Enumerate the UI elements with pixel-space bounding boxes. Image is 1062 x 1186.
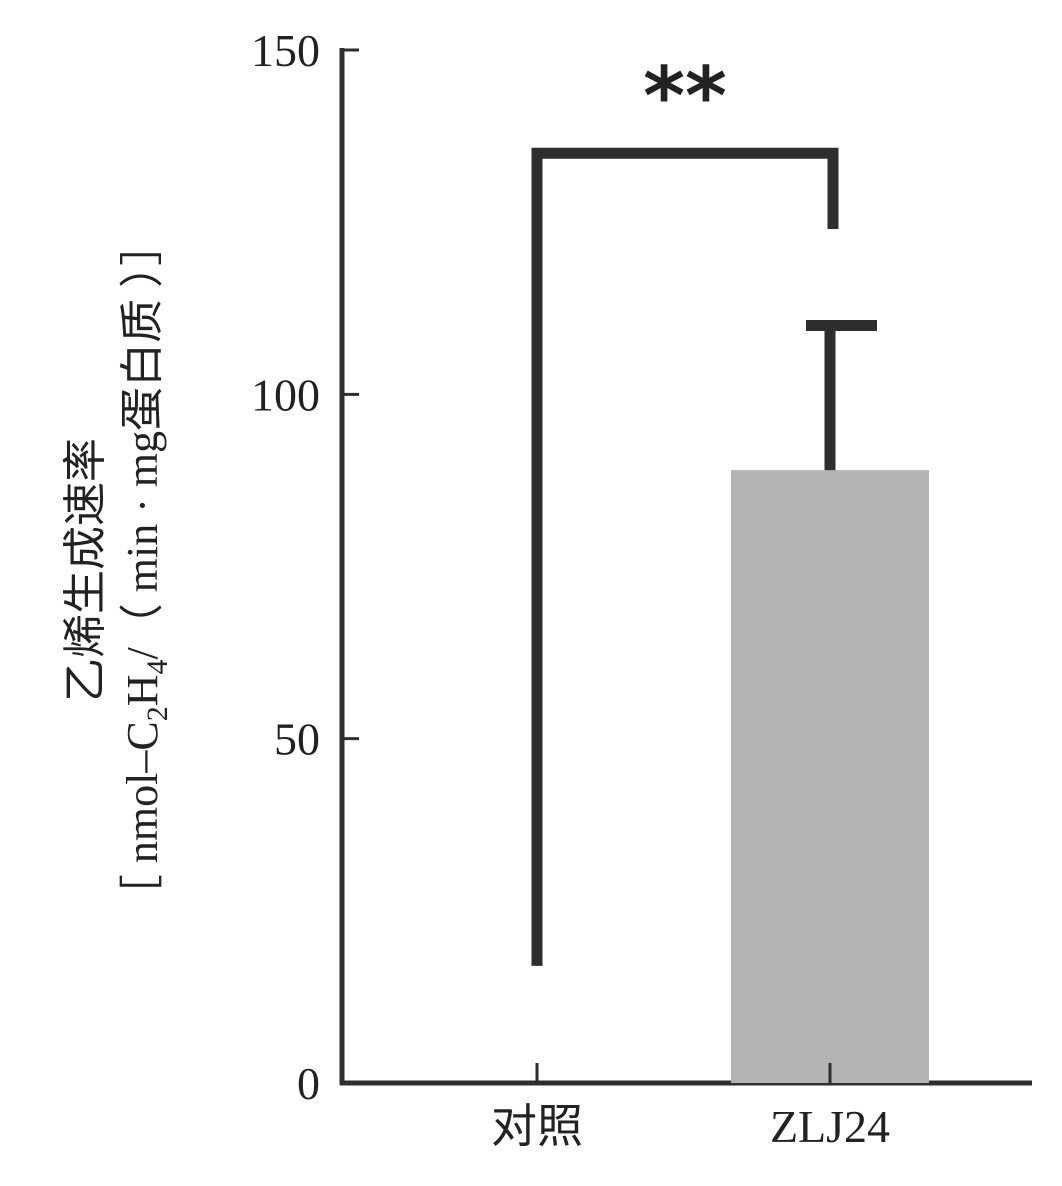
y-axis-label-part-4: /（ min · mg蛋白质 ）］ <box>118 222 167 660</box>
significance-bracket-line <box>531 147 839 966</box>
x-category-label-对照: 对照 <box>491 1101 583 1152</box>
y-tick-label-0: 0 <box>297 1058 320 1109</box>
y-axis-label: 乙烯生成速率 ［ nmol–C2H4/（ min · mg蛋白质 ）］ <box>61 222 174 918</box>
y-axis-label-part-2: H <box>118 674 167 706</box>
error-bars <box>806 319 877 471</box>
bar-ZLJ24 <box>731 470 929 1083</box>
y-axis-label-part-1: 2 <box>141 706 174 721</box>
y-axis-label-part-0: ［ nmol–C <box>118 721 167 918</box>
y-axis-label-line1: 乙烯生成速率 <box>61 438 110 702</box>
y-tick-label-150: 150 <box>251 25 320 76</box>
significance-label: ** <box>643 50 727 143</box>
y-axis-label-line2: ［ nmol–C2H4/（ min · mg蛋白质 ）］ <box>118 222 174 918</box>
significance-bracket: ** <box>531 50 839 966</box>
bars <box>731 470 929 1083</box>
x-category-labels: 对照 ZLJ24 <box>491 1063 890 1152</box>
y-ticks: 0 50 100 150 <box>251 25 359 1109</box>
x-category-label-ZLJ24: ZLJ24 <box>770 1101 890 1152</box>
y-tick-label-50: 50 <box>274 714 320 765</box>
y-axis-label-part-3: 4 <box>141 659 174 674</box>
y-tick-label-100: 100 <box>251 369 320 420</box>
